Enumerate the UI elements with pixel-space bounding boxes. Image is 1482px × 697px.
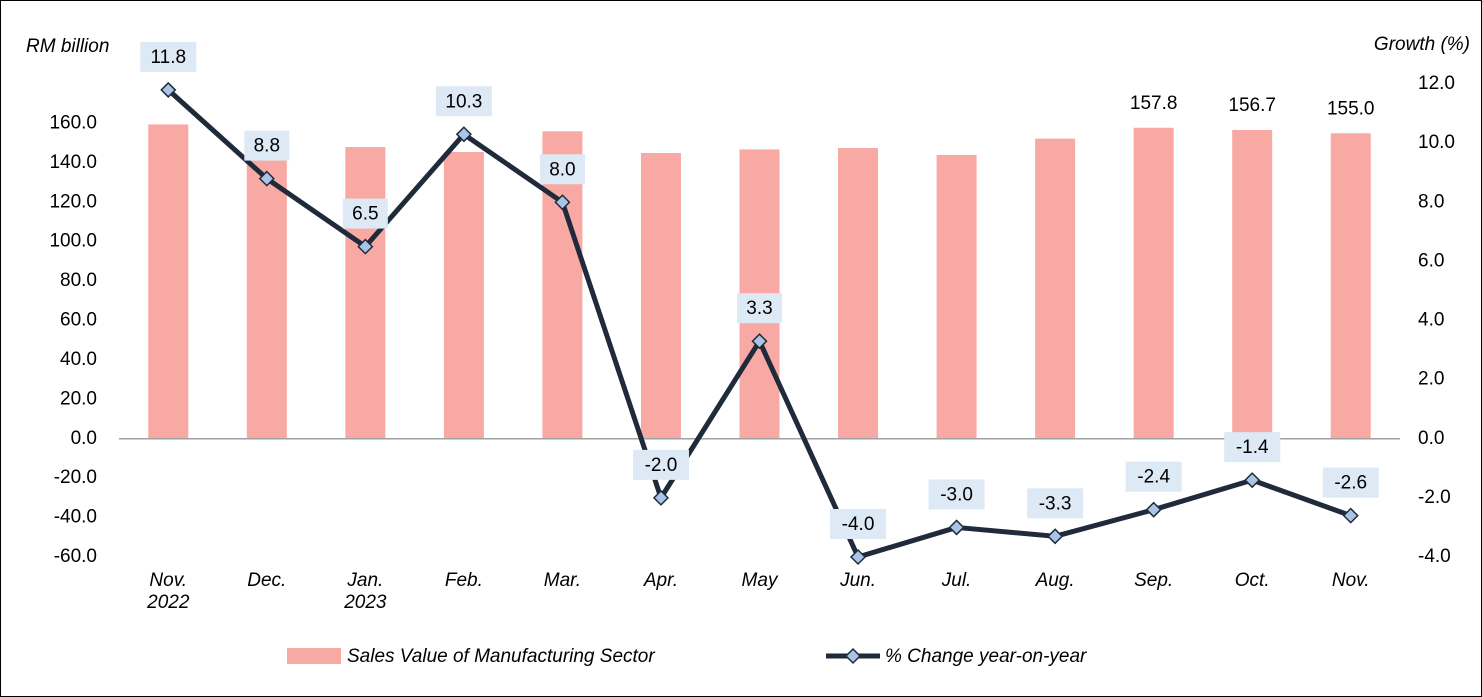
x-tick-label: Oct. — [1234, 570, 1270, 591]
bar — [1035, 138, 1076, 439]
x-tick-label: Jul. — [941, 570, 972, 591]
x-tick-label: Jan. 2023 — [344, 570, 387, 613]
y-tick-label: 100.0 — [49, 231, 97, 252]
line-value-label-bg — [342, 198, 388, 229]
y-tick-label: 0.0 — [71, 428, 97, 449]
legend-swatch — [287, 648, 341, 664]
line-marker — [652, 489, 670, 506]
x-tick-label: Sep. — [1134, 570, 1174, 591]
line-value-label: 8.0 — [549, 159, 575, 180]
line-value-label: -3.3 — [1039, 493, 1072, 514]
y-axis-title: RM billion — [26, 36, 109, 57]
x-tick-label: Nov. — [1331, 570, 1370, 591]
x-tick-label: May — [741, 570, 778, 591]
bar — [148, 124, 189, 439]
line-marker — [1342, 507, 1359, 524]
line-value-label-bg — [1224, 432, 1281, 463]
bar — [1330, 133, 1371, 439]
y2-tick-label: 2.0 — [1418, 369, 1444, 390]
line-marker — [357, 238, 374, 255]
line-value-label-bg — [1125, 461, 1182, 492]
y2-tick-label: 6.0 — [1418, 250, 1444, 271]
line-value-label: -4.0 — [842, 514, 875, 535]
y-tick-label: 20.0 — [60, 388, 97, 409]
bar — [640, 152, 681, 439]
line-marker — [1145, 501, 1162, 518]
line-marker — [849, 548, 867, 566]
y-tick-label: -40.0 — [54, 507, 97, 528]
y2-axis-title: Growth (%) — [1374, 34, 1470, 55]
line-value-label: 10.3 — [445, 91, 482, 112]
line-value-label: -2.4 — [1137, 467, 1170, 488]
bar-value-label: 157.8 — [1130, 93, 1178, 114]
legend-label: Sales Value of Manufacturing Sector — [347, 646, 655, 667]
bar — [345, 147, 386, 439]
x-tick-label: Mar. — [543, 570, 582, 591]
line-value-label-bg — [539, 154, 585, 185]
line-value-label-bg — [928, 479, 985, 510]
y2-tick-label: 4.0 — [1418, 310, 1444, 331]
y2-tick-label: 10.0 — [1418, 132, 1455, 153]
line-marker — [751, 333, 768, 350]
line-value-label-bg — [244, 130, 290, 161]
x-tick-label: Aug. — [1035, 570, 1075, 591]
y-tick-label: 60.0 — [60, 310, 97, 331]
bar — [838, 148, 879, 439]
bar-value-label: 156.7 — [1228, 95, 1276, 116]
y-tick-label: 40.0 — [60, 349, 97, 370]
y2-tick-label: 12.0 — [1418, 73, 1455, 94]
y-tick-label: 80.0 — [60, 270, 97, 291]
line-marker — [1047, 528, 1064, 545]
line-value-label-bg — [737, 293, 782, 324]
y2-tick-label: 8.0 — [1418, 191, 1444, 212]
line-marker — [1244, 472, 1261, 489]
legend-marker — [844, 647, 862, 665]
y2-tick-label: 0.0 — [1418, 428, 1444, 449]
line-value-label: -1.4 — [1236, 437, 1269, 458]
y-tick-label: 120.0 — [49, 191, 97, 212]
line-value-label: 11.8 — [150, 47, 186, 68]
line-value-label: -3.0 — [940, 484, 973, 505]
y2-tick-label: -4.0 — [1418, 546, 1451, 567]
legend-label: % Change year-on-year — [885, 646, 1087, 667]
line-value-label-bg — [830, 509, 887, 539]
bar-value-label: 155.0 — [1327, 98, 1375, 119]
x-tick-label: Feb. — [444, 570, 483, 591]
bar — [1133, 127, 1174, 439]
line-value-label: 6.5 — [352, 204, 378, 225]
line-value-label-bg — [140, 41, 197, 72]
y-tick-label: 140.0 — [49, 152, 97, 173]
line-value-label: 8.8 — [254, 136, 280, 157]
line-value-label-bg — [632, 449, 689, 480]
line-value-label: -2.6 — [1334, 473, 1367, 494]
x-tick-label: Jun. — [840, 570, 876, 591]
y-tick-label: 160.0 — [49, 112, 97, 133]
x-tick-label: Dec. — [247, 570, 287, 591]
line-marker — [948, 519, 965, 536]
line-marker — [258, 170, 275, 187]
line-value-label: 3.3 — [746, 298, 772, 319]
x-tick-label: Apr. — [643, 570, 679, 591]
y2-tick-label: -2.0 — [1418, 487, 1451, 508]
line-value-label: -2.0 — [645, 455, 678, 476]
line-value-label-bg — [1027, 488, 1084, 519]
line-marker — [160, 81, 177, 98]
line-marker — [455, 126, 472, 143]
bar — [936, 154, 977, 439]
bar — [443, 151, 484, 439]
bar — [1232, 129, 1273, 439]
x-tick-label: Nov. 2022 — [147, 570, 190, 613]
y-tick-label: -60.0 — [54, 546, 97, 567]
line-value-label-bg — [1322, 467, 1379, 498]
y-tick-label: -20.0 — [54, 467, 97, 488]
line-value-label-bg — [435, 86, 492, 117]
line-marker — [554, 194, 571, 211]
